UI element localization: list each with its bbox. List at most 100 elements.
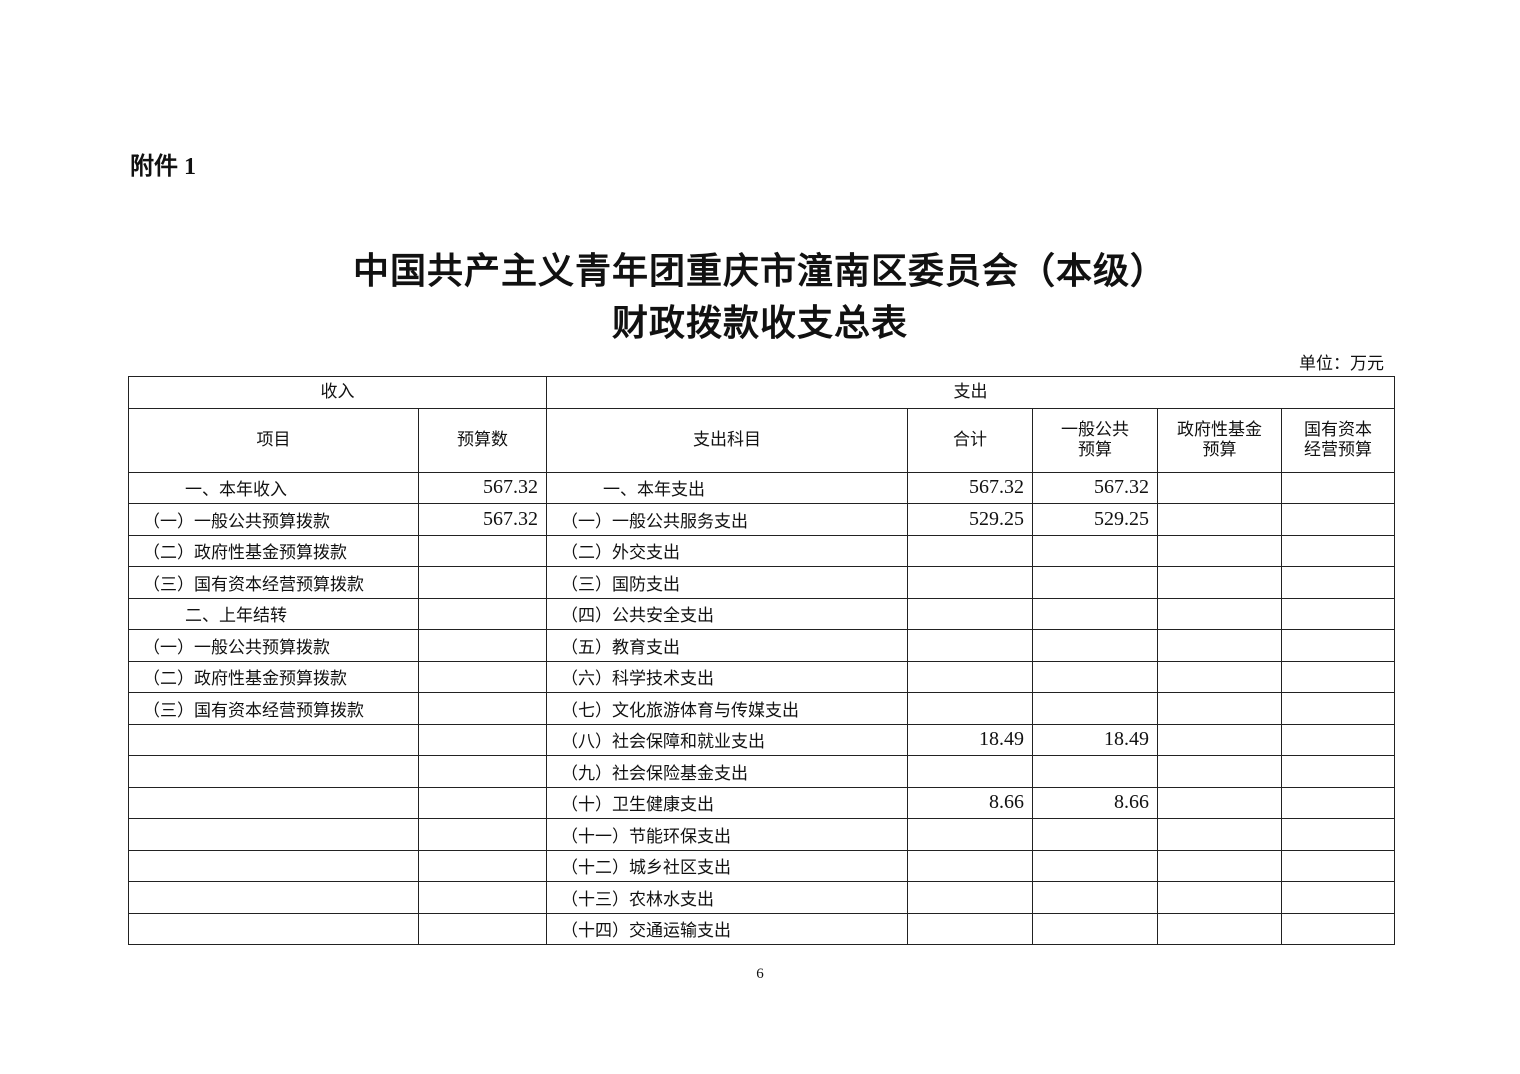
expense-subject-cell: （八）社会保障和就业支出 [546,723,908,756]
general-public-cell [1032,566,1158,599]
table-row: （一）一般公共预算拨款 （五）教育支出 [128,629,1395,662]
total-header: 合计 [907,407,1033,473]
expense-total-cell [907,597,1033,630]
expense-subject-cell: （三）国防支出 [546,566,908,599]
state-capital-cell [1281,849,1395,882]
expense-total-cell [907,755,1033,788]
expense-total-cell [907,660,1033,693]
general-public-cell [1032,692,1158,725]
gov-fund-cell [1157,786,1282,819]
general-public-cell [1032,534,1158,567]
page-number: 6 [756,966,764,982]
expense-total-cell: 529.25 [907,503,1033,536]
general-public-cell: 18.49 [1032,723,1158,756]
general-public-header: 一般公共预算 [1032,407,1158,473]
expense-total-cell [907,566,1033,599]
expense-total-cell [907,881,1033,914]
general-public-cell [1032,660,1158,693]
gov-fund-cell [1157,534,1282,567]
expense-subject-cell: 一、本年支出 [546,471,908,504]
table-row: （三）国有资本经营预算拨款 （三）国防支出 [128,566,1395,599]
expense-total-cell [907,629,1033,662]
income-item-cell: （一）一般公共预算拨款 [128,503,419,536]
income-budget-cell [418,755,547,788]
income-budget-cell [418,912,547,945]
general-public-cell [1032,912,1158,945]
income-item-cell: 二、上年结转 [128,597,419,630]
income-item-cell: 一、本年收入 [128,471,419,504]
income-budget-cell [418,597,547,630]
gov-fund-cell [1157,755,1282,788]
income-budget-cell [418,881,547,914]
expense-subject-cell: （十二）城乡社区支出 [546,849,908,882]
general-public-cell [1032,881,1158,914]
income-budget-cell [418,723,547,756]
income-budget-cell [418,818,547,851]
state-capital-cell [1281,566,1395,599]
expense-subject-cell: （十一）节能环保支出 [546,818,908,851]
table-row: 一、本年收入 567.32 一、本年支出 567.32 567.32 [128,471,1395,504]
state-capital-cell [1281,534,1395,567]
table-row: （十四）交通运输支出 [128,912,1395,945]
expense-subject-cell: （十三）农林水支出 [546,881,908,914]
income-item-cell: （三）国有资本经营预算拨款 [128,692,419,725]
expense-subject-header: 支出科目 [546,407,908,473]
table-row: （二）政府性基金预算拨款 （二）外交支出 [128,534,1395,567]
income-item-cell [128,723,419,756]
state-capital-cell [1281,912,1395,945]
general-public-cell [1032,629,1158,662]
general-public-cell: 567.32 [1032,471,1158,504]
general-public-cell [1032,755,1158,788]
gov-fund-cell [1157,471,1282,504]
budget-header: 预算数 [418,407,547,473]
expense-header: 支出 [546,376,1395,409]
gov-fund-cell [1157,912,1282,945]
income-item-cell [128,786,419,819]
expense-total-cell: 8.66 [907,786,1033,819]
table-row: （三）国有资本经营预算拨款 （七）文化旅游体育与传媒支出 [128,692,1395,725]
document-title: 中国共产主义青年团重庆市潼南区委员会（本级） [352,251,1167,291]
income-item-cell [128,881,419,914]
table-row: 二、上年结转 （四）公共安全支出 [128,597,1395,630]
state-capital-cell [1281,503,1395,536]
table-row: （十一）节能环保支出 [128,818,1395,851]
gov-fund-cell [1157,503,1282,536]
gov-fund-cell [1157,723,1282,756]
income-item-cell [128,818,419,851]
table-row: （十三）农林水支出 [128,881,1395,914]
expense-subject-cell: （六）科学技术支出 [546,660,908,693]
document-subtitle: 财政拨款收支总表 [611,303,908,343]
unit-label: 单位：万元 [1299,354,1384,373]
state-capital-cell [1281,818,1395,851]
state-capital-cell [1281,881,1395,914]
gov-fund-cell [1157,881,1282,914]
gov-fund-cell [1157,692,1282,725]
income-item-cell: （三）国有资本经营预算拨款 [128,566,419,599]
expense-subject-cell: （二）外交支出 [546,534,908,567]
income-item-cell [128,849,419,882]
income-budget-cell: 567.32 [418,503,547,536]
state-capital-header: 国有资本经营预算 [1281,407,1395,473]
state-capital-cell [1281,755,1395,788]
gov-fund-cell [1157,818,1282,851]
expense-subject-cell: （九）社会保险基金支出 [546,755,908,788]
expense-subject-cell: （七）文化旅游体育与传媒支出 [546,692,908,725]
table-row: （一）一般公共预算拨款 567.32 （一）一般公共服务支出 529.25 529.25 [128,503,1395,536]
income-item-cell [128,755,419,788]
state-capital-cell [1281,597,1395,630]
expense-subject-cell: （一）一般公共服务支出 [546,503,908,536]
income-budget-cell [418,660,547,693]
state-capital-cell [1281,471,1395,504]
income-budget-cell [418,534,547,567]
table-row: （十）卫生健康支出 8.66 8.66 [128,786,1395,819]
state-capital-cell [1281,786,1395,819]
state-capital-cell [1281,723,1395,756]
general-public-cell: 8.66 [1032,786,1158,819]
general-public-cell [1032,597,1158,630]
income-budget-cell [418,566,547,599]
table-row: （二）政府性基金预算拨款 （六）科学技术支出 [128,660,1395,693]
attachment-label: 附件 1 [130,154,196,180]
state-capital-cell [1281,692,1395,725]
gov-fund-cell [1157,849,1282,882]
income-item-cell: （一）一般公共预算拨款 [128,629,419,662]
